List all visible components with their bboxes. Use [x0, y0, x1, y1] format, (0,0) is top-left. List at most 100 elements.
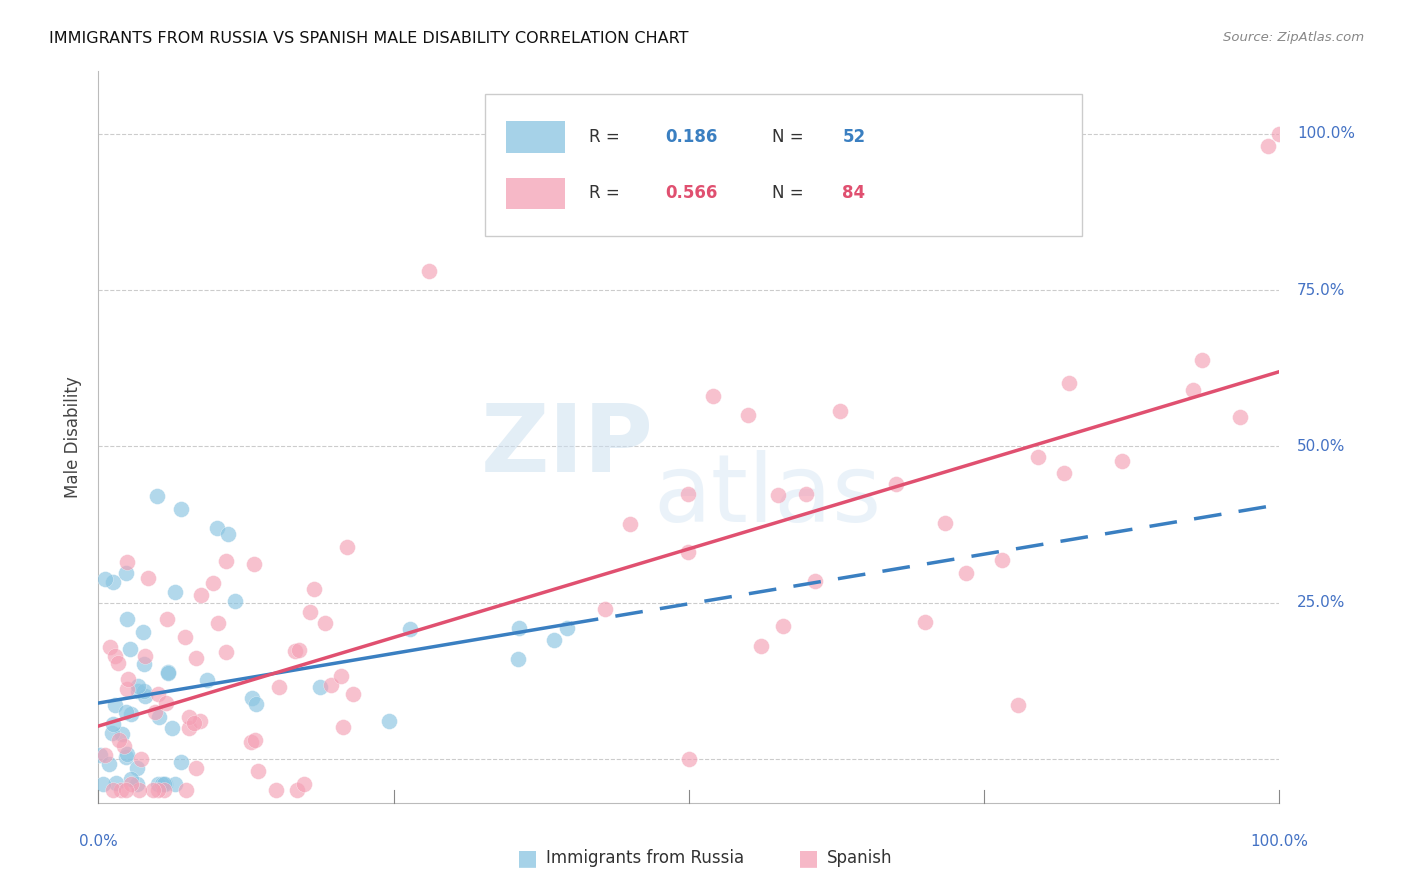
Text: R =: R = [589, 185, 624, 202]
Point [188, 714, 211, 729]
Point [183, 716, 205, 731]
Text: 84: 84 [842, 185, 866, 202]
Point [332, 720, 354, 734]
Point [120, 706, 142, 721]
Point [120, 777, 142, 791]
Point [593, 601, 616, 615]
Point [267, 680, 290, 694]
Point [1268, 127, 1291, 141]
Point [157, 666, 180, 681]
Point [165, 585, 187, 599]
Text: N =: N = [772, 128, 808, 146]
Point [264, 783, 287, 797]
Point [245, 697, 267, 711]
Point [934, 516, 956, 530]
Text: 0.566: 0.566 [665, 185, 717, 202]
Text: 0.186: 0.186 [665, 128, 717, 146]
Point [1111, 454, 1133, 468]
Text: 100.0%: 100.0% [1250, 834, 1309, 849]
Point [399, 623, 422, 637]
Point [155, 696, 177, 710]
Point [127, 777, 149, 791]
Point [215, 554, 238, 568]
Point [240, 735, 263, 749]
Point [101, 783, 124, 797]
Point [148, 710, 170, 724]
Text: R =: R = [589, 128, 624, 146]
Point [134, 648, 156, 663]
Point [125, 761, 148, 775]
Point [132, 625, 155, 640]
Point [240, 690, 263, 705]
Point [619, 516, 641, 531]
Point [737, 408, 759, 422]
Point [143, 705, 166, 719]
Point [138, 571, 160, 585]
Point [378, 714, 401, 728]
Point [749, 639, 772, 653]
Point [678, 752, 700, 766]
Point [207, 615, 229, 630]
Point [990, 553, 1012, 567]
Point [174, 630, 197, 644]
Text: Source: ZipAtlas.com: Source: ZipAtlas.com [1223, 31, 1364, 45]
Point [142, 783, 165, 797]
Point [314, 615, 336, 630]
Point [111, 727, 134, 741]
Point [170, 755, 193, 769]
Point [134, 689, 156, 703]
Point [1007, 698, 1029, 712]
Text: 50.0%: 50.0% [1298, 439, 1346, 454]
Text: IMMIGRANTS FROM RUSSIA VS SPANISH MALE DISABILITY CORRELATION CHART: IMMIGRANTS FROM RUSSIA VS SPANISH MALE D… [49, 31, 689, 46]
Point [215, 645, 238, 659]
Point [179, 721, 201, 735]
FancyBboxPatch shape [485, 95, 1083, 235]
Point [1026, 450, 1049, 464]
Point [955, 566, 977, 580]
Point [1057, 376, 1080, 390]
Point [342, 687, 364, 701]
Point [115, 783, 138, 797]
Point [772, 618, 794, 632]
Bar [506, 121, 565, 153]
Point [766, 487, 789, 501]
Point [112, 739, 135, 753]
Point [108, 732, 131, 747]
Point [245, 733, 267, 747]
Point [224, 593, 246, 607]
Point [676, 487, 699, 501]
Text: Immigrants from Russia: Immigrants from Russia [546, 849, 744, 867]
Point [555, 621, 578, 635]
Point [205, 521, 228, 535]
Point [152, 783, 174, 797]
Point [794, 487, 817, 501]
Point [150, 777, 173, 791]
Point [190, 589, 212, 603]
Point [101, 717, 124, 731]
Point [104, 698, 127, 712]
Point [89, 747, 111, 762]
Point [163, 777, 186, 791]
Text: ■: ■ [517, 848, 537, 868]
Text: 25.0%: 25.0% [1298, 595, 1346, 610]
Text: 52: 52 [842, 128, 866, 146]
Point [127, 679, 149, 693]
Point [174, 783, 197, 797]
Point [184, 651, 207, 665]
Point [160, 721, 183, 735]
Point [292, 777, 315, 791]
Point [418, 264, 440, 278]
Point [1257, 139, 1279, 153]
Text: ■: ■ [799, 848, 818, 868]
Point [101, 574, 124, 589]
Point [177, 710, 200, 724]
Point [156, 612, 179, 626]
Text: N =: N = [772, 185, 808, 202]
Point [114, 706, 136, 720]
Point [195, 673, 218, 687]
Point [127, 684, 149, 698]
Point [98, 640, 121, 654]
Point [184, 761, 207, 775]
Point [153, 777, 176, 791]
Point [243, 558, 266, 572]
